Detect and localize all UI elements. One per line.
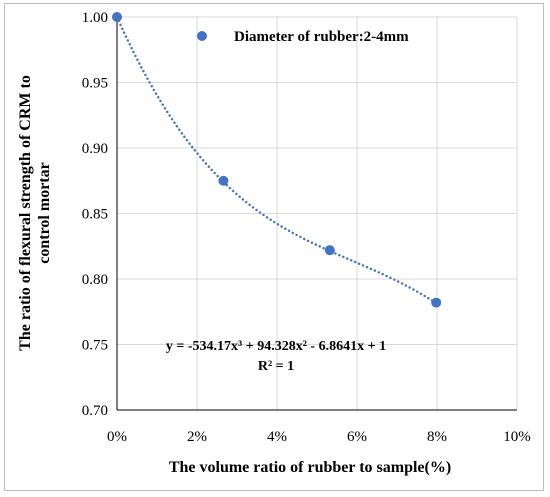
y-tick-label: 1.00 (82, 10, 108, 26)
legend-label: Diameter of rubber:2-4mm (234, 29, 409, 45)
x-tick-label: 10% (503, 429, 531, 445)
x-tick-label: 6% (347, 429, 367, 445)
data-point (431, 297, 442, 308)
x-tick-label: 4% (267, 429, 287, 445)
trendline (115, 15, 438, 305)
x-tick-labels: 0% 2% 4% 6% 8% 10% (107, 429, 531, 445)
y-tick-label: 0.75 (82, 338, 108, 354)
y-tick-labels: 0.70 0.75 0.80 0.85 0.90 0.95 1.00 (82, 10, 108, 419)
x-tick-label: 8% (427, 429, 447, 445)
x-tick-label: 2% (187, 429, 207, 445)
y-tick-label: 0.95 (82, 76, 108, 92)
y-axis-title-line-2: control mortar (36, 162, 53, 263)
x-tick-label: 0% (107, 429, 127, 445)
trendline-r-squared: R² = 1 (258, 359, 294, 374)
legend-marker (197, 31, 207, 41)
y-tick-label: 0.90 (82, 141, 108, 157)
data-point (324, 245, 335, 256)
y-tick-label: 0.70 (82, 403, 108, 419)
data-point (218, 175, 229, 186)
trendline-group (115, 15, 438, 305)
axes (116, 17, 517, 411)
y-tick-label: 0.80 (82, 272, 108, 288)
trendline-equation: y = -534.17x³ + 94.328x² - 6.8641x + 1 (166, 339, 386, 354)
data-point (112, 12, 122, 22)
x-axis-title: The volume ratio of rubber to sample(%) (169, 459, 451, 476)
y-axis-title-line-1: The ratio of flexural strength of CRM to (17, 75, 34, 351)
legend: Diameter of rubber:2-4mm (197, 29, 409, 45)
y-tick-label: 0.85 (82, 207, 108, 223)
data-points (112, 12, 442, 308)
